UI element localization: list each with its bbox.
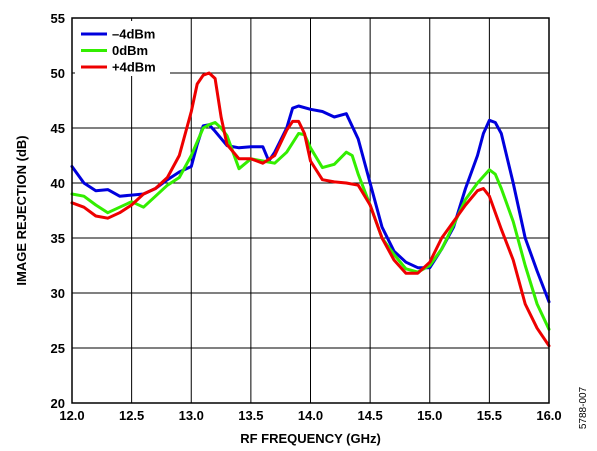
plot-frame xyxy=(71,17,550,404)
y-axis-title: IMAGE REJECTION (dB) xyxy=(14,135,29,285)
series-line-2 xyxy=(70,71,551,348)
y-tick-label: 35 xyxy=(51,231,65,246)
x-tick-label: 12.5 xyxy=(119,408,144,423)
x-tick-label: 15.0 xyxy=(417,408,442,423)
y-tick-label: 45 xyxy=(51,121,65,136)
x-tick-label: 14.5 xyxy=(357,408,382,423)
y-tick-label: 20 xyxy=(51,396,65,411)
y-tick-label: 40 xyxy=(51,176,65,191)
y-tick-label: 30 xyxy=(51,286,65,301)
legend-label: 0dBm xyxy=(112,43,148,58)
x-tick-label: 16.0 xyxy=(536,408,561,423)
y-tick-labels: 20 25 30 35 40 45 50 55 xyxy=(51,11,65,411)
x-tick-label: 14.0 xyxy=(298,408,323,423)
x-tick-label: 15.5 xyxy=(477,408,502,423)
series-lines xyxy=(70,71,551,348)
legend-label: –4dBm xyxy=(112,27,155,42)
x-tick-label: 12.0 xyxy=(59,408,84,423)
legend-label: +4dBm xyxy=(112,60,156,75)
x-tick-labels: 12.0 12.5 13.0 13.5 14.0 14.5 15.0 15.5 16.0 xyxy=(59,408,561,423)
figure-id: 5788-007 xyxy=(578,386,589,429)
x-tick-label: 13.5 xyxy=(238,408,263,423)
y-tick-label: 25 xyxy=(51,341,65,356)
x-axis-title: RF FREQUENCY (GHz) xyxy=(240,431,381,446)
y-tick-label: 55 xyxy=(51,11,65,26)
y-tick-label: 50 xyxy=(51,66,65,81)
x-tick-label: 13.0 xyxy=(179,408,204,423)
